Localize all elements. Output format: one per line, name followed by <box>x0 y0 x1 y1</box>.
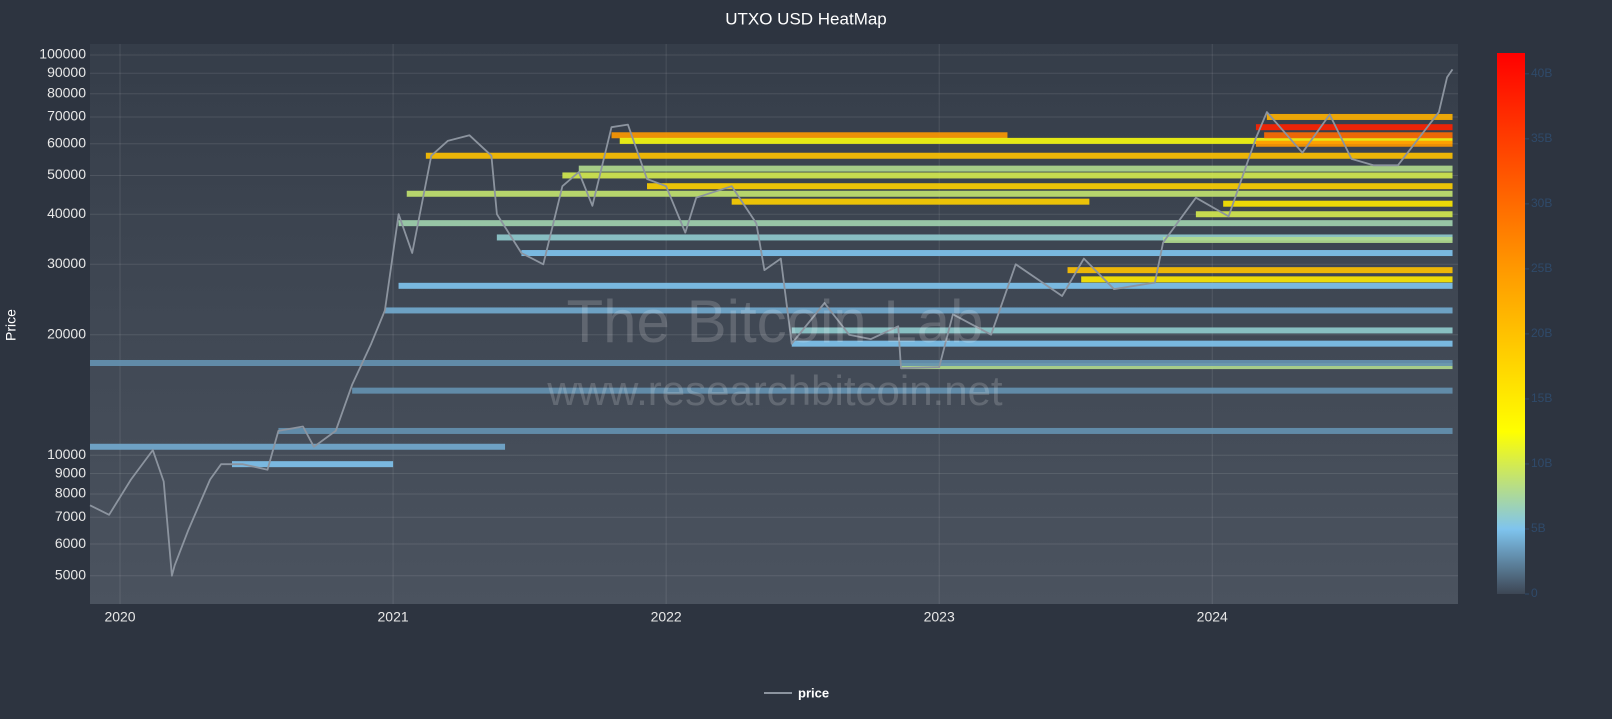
y-tick-label: 40000 <box>47 205 86 221</box>
y-tick-label: 90000 <box>47 64 86 80</box>
y-tick-label: 70000 <box>47 108 86 124</box>
x-tick-label: 2021 <box>378 609 409 625</box>
heat-band <box>647 183 1453 190</box>
y-tick-label: 50000 <box>47 166 86 182</box>
heat-band <box>619 137 1453 144</box>
heat-band <box>231 461 394 468</box>
x-tick-label: 2024 <box>1197 609 1228 625</box>
heat-band <box>352 387 1453 394</box>
heat-band <box>1081 276 1453 283</box>
heat-band <box>398 282 1453 289</box>
heat-band <box>90 443 506 450</box>
y-tick-label: 20000 <box>47 325 86 341</box>
x-tick-label: 2020 <box>104 609 135 625</box>
heat-band <box>1223 200 1453 207</box>
colorbar-tick-label: 30B <box>1531 196 1552 210</box>
heat-band <box>791 327 1453 334</box>
heat-band <box>1163 236 1453 243</box>
y-tick-label: 80000 <box>47 84 86 100</box>
watermark: www.researchbitcoin.net <box>546 367 1003 414</box>
colorbar-tick-label: 25B <box>1531 261 1552 275</box>
heat-band <box>791 340 1453 347</box>
heat-band <box>562 172 1453 179</box>
heat-band <box>900 363 1453 370</box>
y-tick-label: 5000 <box>55 566 86 582</box>
heat-band <box>425 152 1453 159</box>
y-tick-label: 7000 <box>55 508 86 524</box>
heat-band <box>90 359 1453 366</box>
legend-label[interactable]: price <box>798 685 829 700</box>
watermark: The Bitcoin Lab <box>567 288 984 355</box>
colorbar-tick-label: 40B <box>1531 66 1552 80</box>
y-tick-label: 9000 <box>55 464 86 480</box>
colorbar-tick-label: 15B <box>1531 391 1552 405</box>
heat-band <box>1195 211 1453 218</box>
heat-band <box>1255 140 1453 147</box>
y-tick-label: 30000 <box>47 255 86 271</box>
heat-band <box>1266 113 1453 120</box>
y-tick-label: 10000 <box>47 446 86 462</box>
colorbar <box>1497 53 1525 594</box>
heat-band <box>731 198 1090 205</box>
chart-title: UTXO USD HeatMap <box>725 9 887 28</box>
price-line <box>89 68 1454 577</box>
y-axis-title: Price <box>3 309 19 341</box>
heat-band <box>1067 267 1453 274</box>
colorbar-tick-label: 0 <box>1531 586 1538 600</box>
y-tick-label: 8000 <box>55 485 86 501</box>
heat-band <box>406 190 1453 197</box>
y-tick-label: 6000 <box>55 535 86 551</box>
heat-band <box>611 132 1008 139</box>
heat-band <box>384 307 1453 314</box>
y-tick-label: 100000 <box>39 46 86 62</box>
heat-band <box>1255 124 1453 131</box>
heat-band <box>278 427 1453 434</box>
colorbar-tick-label: 20B <box>1531 326 1552 340</box>
heat-band <box>521 250 1453 257</box>
x-tick-label: 2023 <box>924 609 955 625</box>
heat-band <box>578 165 1453 172</box>
colorbar-tick-label: 10B <box>1531 456 1552 470</box>
heat-band <box>496 234 1453 241</box>
x-tick-label: 2022 <box>651 609 682 625</box>
y-tick-label: 60000 <box>47 134 86 150</box>
colorbar-tick-label: 5B <box>1531 521 1546 535</box>
heat-band <box>398 220 1453 227</box>
colorbar-tick-label: 35B <box>1531 131 1552 145</box>
heat-band <box>1264 132 1453 139</box>
